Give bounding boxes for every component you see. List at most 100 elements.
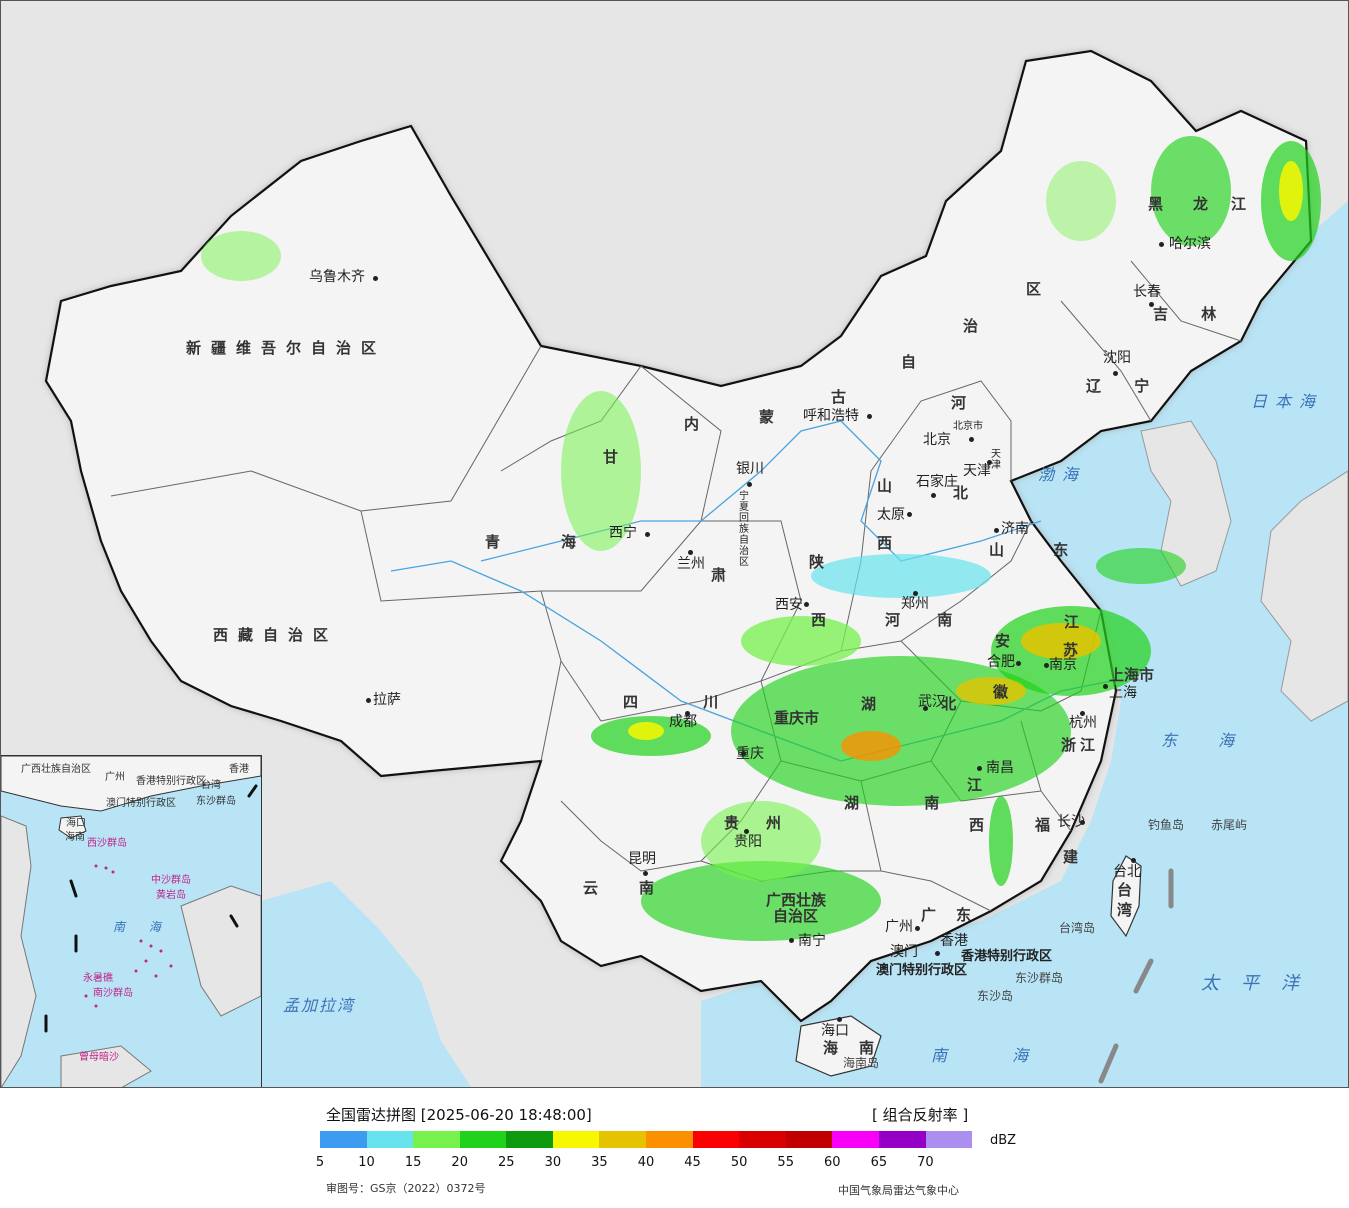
legend-swatch-55 (785, 1131, 833, 1148)
radar-map: 新疆维吾尔自治区 西藏自治区 青 海 甘 肃 内 蒙 古 自 治 区 宁夏回族自… (0, 0, 1349, 1088)
city-label-kunming: 昆明 (628, 851, 656, 867)
city-dot-jinan (994, 528, 999, 533)
inset-label-guangxi: 广西壮族自治区 (21, 764, 91, 775)
province-label-henan: 河 南 (885, 611, 969, 629)
province-label-heilongjiang-3: 江 (1231, 195, 1247, 213)
city-dot-hohhot (867, 414, 872, 419)
province-label-heilongjiang-2: 龙 (1193, 195, 1209, 213)
legend-swatch-45 (692, 1131, 740, 1148)
province-label-yunnan-2: 南 (639, 879, 655, 897)
province-label-chongqing: 重庆市 (774, 709, 820, 727)
city-dot-taibei (1131, 858, 1136, 863)
maritime-boundaries (1098, 868, 1174, 1084)
province-label-heilongjiang-1: 黑 (1148, 195, 1164, 213)
region-label-hk-sar: 香港特别行政区 (961, 949, 1053, 964)
city-dot-chongqing (741, 751, 746, 756)
province-label-taiwan-2: 湾 (1117, 901, 1133, 919)
legend-swatch-30 (552, 1131, 600, 1148)
province-label-shanxi-1: 山 (877, 477, 893, 495)
province-label-zhejiang: 浙江 (1061, 736, 1100, 754)
city-dot-shijiazhuang (931, 493, 936, 498)
legend-color-bar (320, 1131, 973, 1148)
legend-tick-label: 70 (917, 1155, 934, 1170)
city-label-lanzhou: 兰州 (677, 556, 705, 572)
province-label-jiangxi-1: 江 (967, 776, 983, 794)
province-label-hebei-1: 河 (951, 394, 967, 412)
legend-title: 全国雷达拼图 [2025-06-20 18:48:00] (326, 1106, 592, 1124)
legend-swatch-70 (925, 1131, 973, 1148)
province-label-jiangsu-2: 苏 (1063, 641, 1079, 659)
legend-product-type: [ 组合反射率 ] (872, 1106, 969, 1124)
city-label-harbin: 哈尔滨 (1169, 236, 1211, 252)
inset-label-dongsha: 东沙群岛 (196, 796, 236, 807)
city-dot-lhasa (366, 698, 371, 703)
city-label-nanchang: 南昌 (986, 760, 1014, 776)
city-dot-chengdu (685, 711, 690, 716)
sea-label-bohai: 渤海 (1038, 465, 1087, 484)
legend-swatch-65 (878, 1131, 926, 1148)
sea-label-nanhai: 南 海 (931, 1046, 1059, 1065)
region-label-mo-sar: 澳门特别行政区 (876, 963, 968, 978)
province-label-neimenggu-6: 区 (1026, 280, 1042, 298)
province-label-anhui-1: 安 (995, 632, 1011, 650)
city-label-shijiazhuang: 石家庄 (916, 474, 958, 490)
map-review-number: 审图号：GS京（2022）0372号 (326, 1182, 486, 1195)
province-label-liaoning: 辽 宁 (1086, 377, 1164, 395)
province-label-shaanxi-2: 西 (811, 611, 827, 629)
sea-area-bengal (261, 881, 471, 1087)
legend-swatch-40 (646, 1131, 693, 1148)
province-label-fujian-2: 建 (1063, 848, 1079, 866)
province-label-yunnan-1: 云 (583, 879, 599, 897)
province-label-guizhou-1: 贵 (724, 814, 740, 832)
sea-label-japan-sea: 日本海 (1251, 392, 1324, 411)
province-label-taiwan-1: 台 (1117, 881, 1133, 899)
province-label-shandong: 山 东 (989, 541, 1091, 559)
inset-canvas (1, 756, 261, 1087)
inset-label-haikou: 海口 (66, 818, 86, 829)
island-label-dongsha-d: 东沙岛 (977, 989, 1014, 1003)
province-label-hunan: 湖 南 (844, 794, 970, 812)
legend-tick-label: 30 (544, 1155, 562, 1170)
legend-tick-label: 45 (684, 1155, 701, 1170)
radar-echoes (201, 136, 1321, 941)
city-dot-guiyang (744, 829, 749, 834)
legend-swatch-10 (366, 1131, 414, 1148)
inset-label-xianggang: 香港 (229, 764, 249, 775)
map-canvas (44, 49, 1348, 1087)
city-label-chengdu: 成都 (669, 714, 697, 730)
city-dot-zhengzhou (913, 591, 918, 596)
province-label-xinjiang: 新疆维吾尔自治区 (186, 339, 387, 357)
city-dot-beijing (969, 437, 974, 442)
province-label-qinghai-2: 海 (561, 533, 577, 551)
province-label-ningxia: 宁夏回族自治区 (739, 491, 749, 568)
province-label-hubei: 湖 北 (861, 695, 987, 713)
city-label-guiyang: 贵阳 (734, 834, 762, 850)
city-dot-hefei (1016, 661, 1021, 666)
city-dot-nanchang (977, 766, 982, 771)
city-label-wuhan: 武汉 (918, 694, 946, 710)
province-label-neimenggu-3: 古 (831, 388, 847, 406)
city-label-nanjing: 南京 (1049, 657, 1077, 673)
city-dot-tianjin (987, 460, 992, 465)
city-dot-nanning (789, 938, 794, 943)
legend-tick-label: 40 (637, 1155, 655, 1170)
legend-swatch-35 (599, 1131, 647, 1148)
city-label-yinchuan: 银川 (736, 461, 764, 477)
japan-islands (1260, 470, 1348, 722)
province-label-jiangsu-1: 江 (1064, 613, 1080, 631)
inset-label-hk-sar: 香港特别行政区 (136, 776, 206, 787)
hainan-island-shape (795, 1015, 882, 1077)
province-label-neimenggu-2: 蒙 (759, 408, 775, 426)
city-label-jinan: 济南 (1001, 521, 1029, 537)
city-dot-kunming (643, 871, 648, 876)
city-label-xian: 西安 (775, 597, 803, 613)
city-label-shanghai: 上海 (1109, 685, 1137, 701)
city-label-urumqi: 乌鲁木齐 (309, 269, 365, 285)
province-label-xizang: 西藏自治区 (213, 626, 339, 644)
city-label-nanning: 南宁 (798, 933, 826, 949)
city-dot-wuhan (923, 706, 928, 711)
legend-swatch-25 (506, 1131, 553, 1148)
legend-tick-label: 25 (498, 1155, 515, 1170)
city-dot-haikou (837, 1017, 842, 1022)
legend-swatch-50 (739, 1131, 786, 1148)
